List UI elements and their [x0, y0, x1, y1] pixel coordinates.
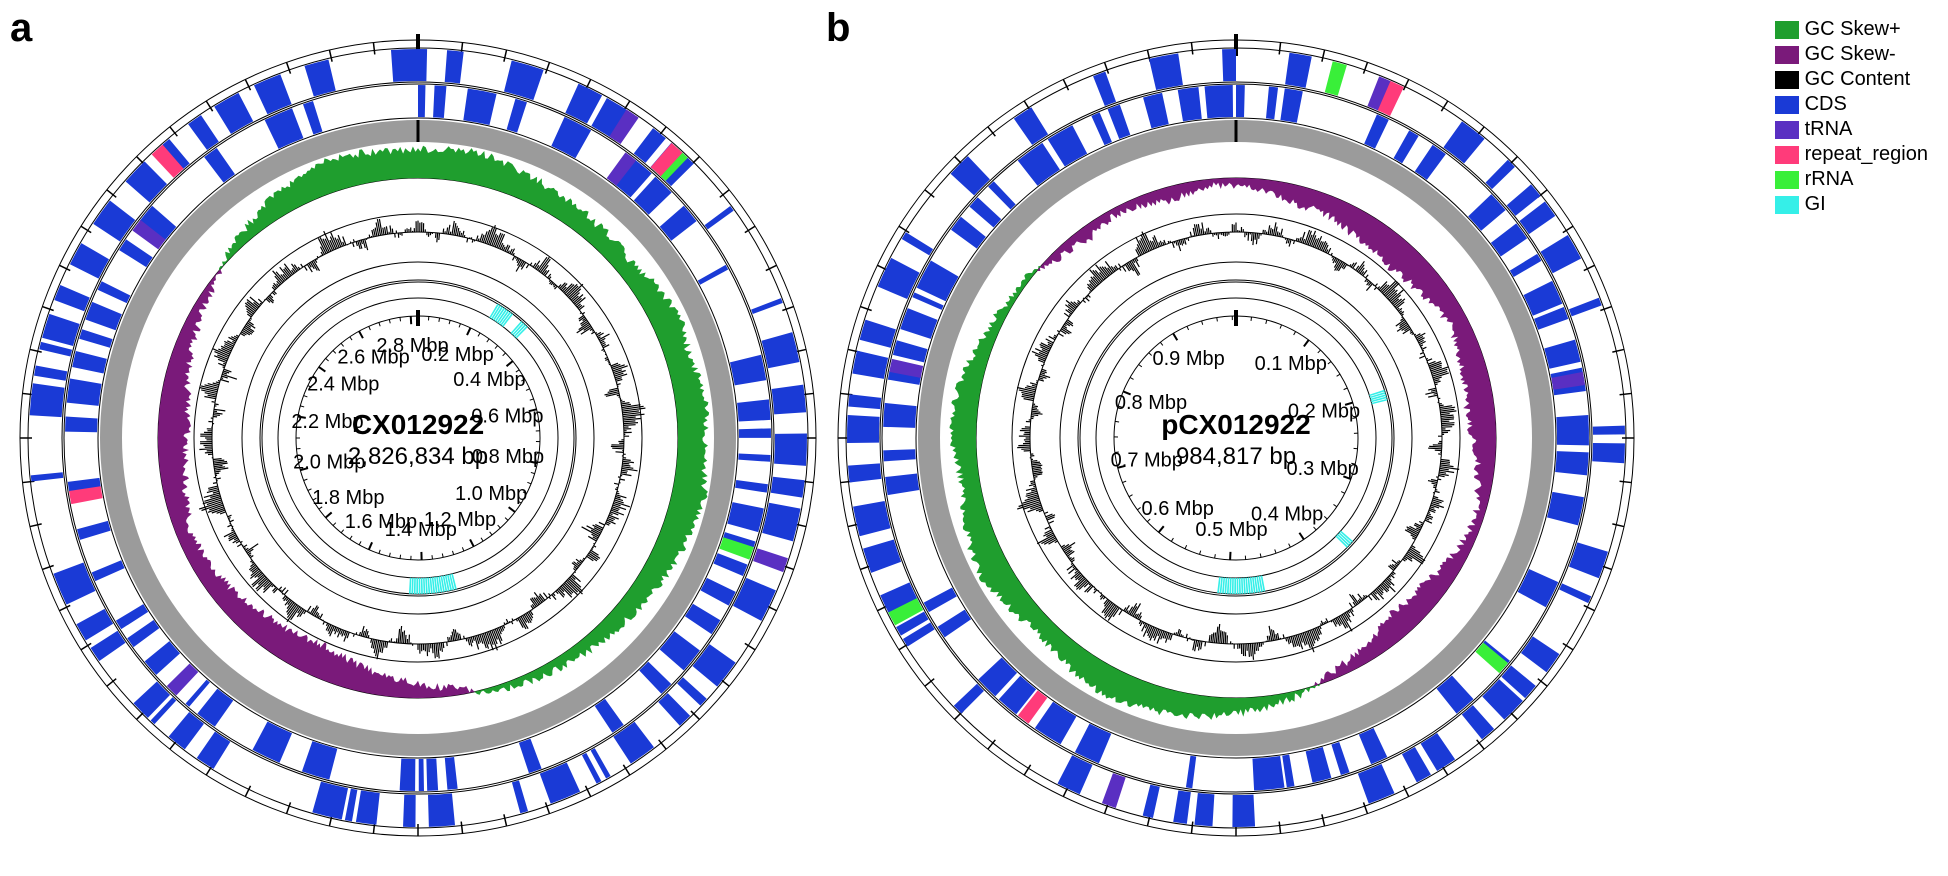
- genome-map-b: 0.1 Mbp0.2 Mbp0.3 Mbp0.4 Mbp0.5 Mbp0.6 M…: [818, 0, 1654, 876]
- legend-label: rRNA: [1805, 168, 1854, 191]
- scale-label: 1.8 Mbp: [312, 487, 384, 509]
- genome-title: pCX012922: [1161, 409, 1310, 440]
- legend-label: GC Content: [1805, 68, 1911, 91]
- legend-label: GC Skew-: [1805, 43, 1896, 66]
- scale-label: 2.4 Mbp: [307, 373, 379, 395]
- scale-label: 1.0 Mbp: [455, 483, 527, 505]
- scale-label: 0.1 Mbp: [1255, 353, 1327, 375]
- legend-swatch: [1775, 196, 1799, 214]
- scale-label: 0.7 Mbp: [1111, 449, 1183, 471]
- legend-item: GC Skew-: [1775, 43, 1928, 66]
- legend-label: GI: [1805, 193, 1826, 216]
- legend-swatch: [1775, 96, 1799, 114]
- legend-label: CDS: [1805, 93, 1847, 116]
- scale-label: 0.9 Mbp: [1152, 348, 1224, 370]
- figure: a b 0.2 Mbp0.4 Mbp0.6 Mbp0.8 Mbp1.0 Mbp1…: [0, 0, 1948, 876]
- genome-size: 2,826,834 bp: [348, 443, 488, 470]
- legend-item: GI: [1775, 193, 1928, 216]
- legend-swatch: [1775, 71, 1799, 89]
- scale-label: 0.5 Mbp: [1195, 519, 1267, 541]
- scale-label: 0.3 Mbp: [1287, 458, 1359, 480]
- scale-label: 1.6 Mbp: [345, 511, 417, 533]
- legend-item: GC Skew+: [1775, 18, 1928, 41]
- legend: GC Skew+GC Skew-GC ContentCDStRNArepeat_…: [1775, 18, 1928, 218]
- legend-item: CDS: [1775, 93, 1928, 116]
- legend-label: GC Skew+: [1805, 18, 1901, 41]
- legend-item: tRNA: [1775, 118, 1928, 141]
- legend-item: repeat_region: [1775, 143, 1928, 166]
- scale-label: 0.6 Mbp: [1142, 498, 1214, 520]
- legend-label: repeat_region: [1805, 143, 1928, 166]
- genome-title: CX012922: [352, 409, 484, 440]
- legend-swatch: [1775, 121, 1799, 139]
- legend-label: tRNA: [1805, 118, 1853, 141]
- legend-swatch: [1775, 46, 1799, 64]
- legend-swatch: [1775, 21, 1799, 39]
- legend-item: rRNA: [1775, 168, 1928, 191]
- legend-swatch: [1775, 146, 1799, 164]
- legend-swatch: [1775, 171, 1799, 189]
- legend-item: GC Content: [1775, 68, 1928, 91]
- genome-size: 984,817 bp: [1176, 443, 1296, 470]
- genome-map-a: 0.2 Mbp0.4 Mbp0.6 Mbp0.8 Mbp1.0 Mbp1.2 M…: [0, 0, 836, 876]
- scale-label: 0.4 Mbp: [453, 369, 525, 391]
- scale-label: 2.8 Mbp: [376, 335, 448, 357]
